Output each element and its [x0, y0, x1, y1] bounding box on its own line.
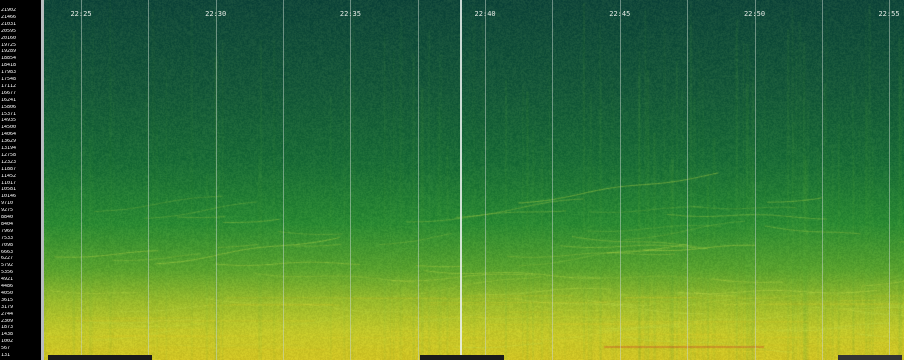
- frequency-label: 17112: [1, 84, 17, 89]
- status-left: [48, 355, 152, 360]
- frequency-label: 14935: [1, 118, 17, 123]
- frequency-label: 8404: [1, 222, 14, 227]
- frequency-label: 12758: [1, 153, 17, 158]
- frequency-label: 7098: [1, 243, 14, 248]
- frequency-label: 4921: [1, 277, 14, 282]
- frequency-label: 1438: [1, 332, 14, 337]
- frequency-label: 11017: [1, 181, 17, 186]
- frequency-label: 16241: [1, 98, 17, 103]
- status-right: [838, 355, 902, 360]
- frequency-label: 19725: [1, 43, 17, 48]
- frequency-label: 10581: [1, 187, 17, 192]
- frequency-label: 12323: [1, 160, 17, 165]
- spectrogram-canvas[interactable]: [44, 0, 904, 360]
- frequency-label: 14500: [1, 125, 17, 130]
- frequency-label: 20160: [1, 36, 17, 41]
- frequency-label: 10146: [1, 194, 17, 199]
- frequency-label: 6663: [1, 250, 14, 255]
- frequency-label: 18854: [1, 56, 17, 61]
- frequency-label: 6227: [1, 256, 14, 261]
- frequency-label: 8840: [1, 215, 14, 220]
- frequency-label: 17548: [1, 77, 17, 82]
- frequency-label: 21466: [1, 15, 17, 20]
- frequency-label: 3615: [1, 298, 14, 303]
- frequency-label: 21031: [1, 22, 17, 27]
- frequency-label: 131: [1, 353, 11, 358]
- frequency-label: 13194: [1, 146, 17, 151]
- frequency-label: 13629: [1, 139, 17, 144]
- frequency-label: 5792: [1, 263, 14, 268]
- frequency-label: 4486: [1, 284, 14, 289]
- frequency-label: 15371: [1, 112, 17, 117]
- frequency-label: 9275: [1, 208, 14, 213]
- frequency-label: 20595: [1, 29, 17, 34]
- frequency-label: 15806: [1, 105, 17, 110]
- frequency-label: 21902: [1, 8, 17, 13]
- frequency-label: 14064: [1, 132, 17, 137]
- frequency-label: 11452: [1, 174, 17, 179]
- frequency-label: 7969: [1, 229, 14, 234]
- frequency-label: 1002: [1, 339, 14, 344]
- frequency-label: 11887: [1, 167, 17, 172]
- frequency-label: 19289: [1, 49, 17, 54]
- frequency-label: 2744: [1, 312, 14, 317]
- frequency-label: 1873: [1, 325, 14, 330]
- frequency-label: 5356: [1, 270, 14, 275]
- ruler-scrollbar[interactable]: [41, 0, 44, 360]
- frequency-label: 18418: [1, 63, 17, 68]
- frequency-label: 3179: [1, 305, 14, 310]
- frequency-label: 7533: [1, 236, 14, 241]
- frequency-label: 16677: [1, 91, 17, 96]
- frequency-label: 17983: [1, 70, 17, 75]
- frequency-label: 567: [1, 346, 11, 351]
- status-middle: [420, 355, 504, 360]
- frequency-label: 4050: [1, 291, 14, 296]
- frequency-label: 2309: [1, 319, 14, 324]
- frequency-label: 9710: [1, 201, 14, 206]
- frequency-ruler: 21902 21466 21031 20595 20160 19725 19289 18854…: [0, 0, 44, 360]
